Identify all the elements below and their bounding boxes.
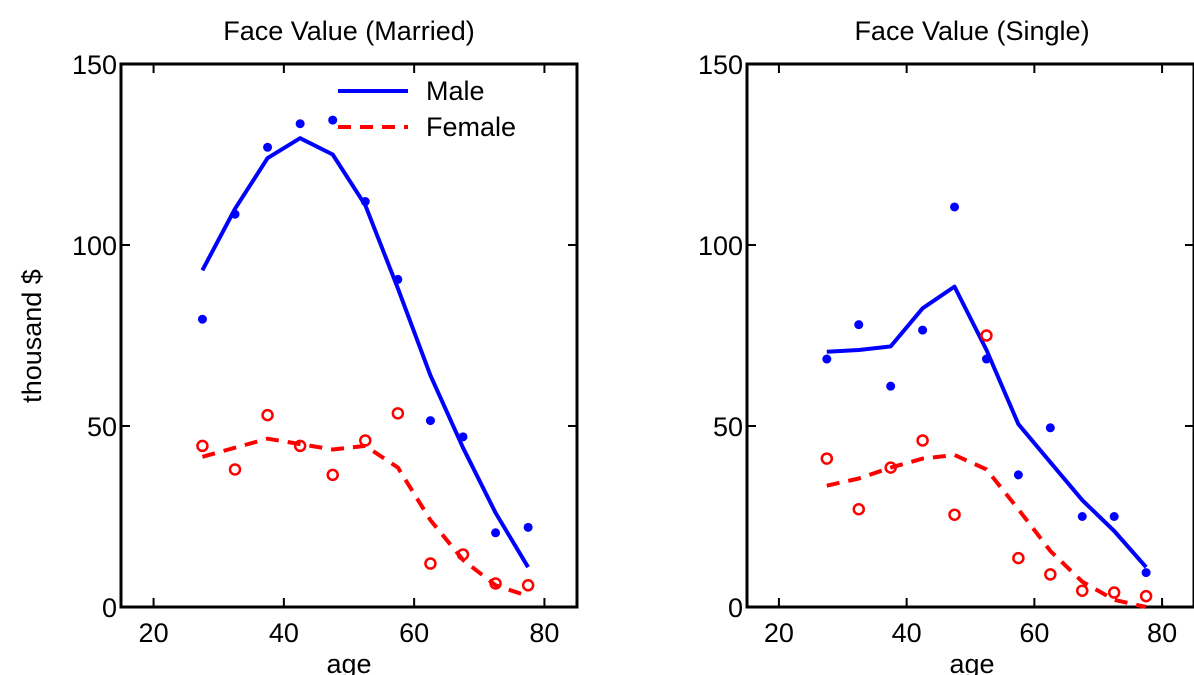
series-a-observed-point [1141, 568, 1151, 578]
series-a-observed-point [918, 325, 928, 335]
y-tick-label: 100 [698, 231, 743, 261]
series-b-fit-line-single [826, 453, 1147, 609]
series-a-observed-point [822, 354, 832, 364]
series-a-observed-point [854, 320, 864, 330]
male-observed-point [263, 142, 273, 152]
x-tick-label: 40 [892, 618, 922, 648]
x-tick-label: 20 [764, 618, 794, 648]
female-observed-point [196, 439, 209, 453]
male-observed-point [393, 274, 403, 284]
series-b-observed-point [820, 452, 834, 465]
female-observed-point [424, 557, 437, 570]
x-tick-label: 60 [1019, 618, 1049, 648]
x-axis-label-married: age [326, 649, 371, 675]
female-observed-point [391, 407, 405, 420]
x-tick-label: 80 [529, 618, 559, 648]
series-b-observed-point [1044, 568, 1057, 581]
male-observed-point [197, 314, 207, 324]
chart-married: Face Value (Married) age thousand $ 20 40… [17, 16, 579, 675]
female-fit-line-married [201, 436, 529, 598]
legend-label-male: Male [426, 76, 485, 106]
male-observed-point [523, 522, 533, 532]
male-observed-point [295, 119, 305, 129]
series-a-fit-line-single [826, 284, 1148, 569]
female-observed-point [521, 579, 535, 592]
x-tick-label: 20 [139, 618, 169, 648]
series-a-observed-point [1045, 423, 1055, 433]
series-b-observed-point [1012, 551, 1025, 565]
male-observed-point [491, 528, 501, 538]
chart-title-married: Face Value (Married) [223, 16, 475, 46]
series-b-observed-point [948, 508, 961, 521]
female-observed-point [456, 548, 470, 561]
series-a-observed-point [1077, 512, 1087, 521]
male-observed-point [458, 432, 468, 442]
series-a-observed-point [1013, 470, 1023, 480]
series-b-observed-point [884, 461, 897, 474]
series-b-observed-point [1107, 586, 1121, 599]
y-axis-label-married: thousand $ [17, 269, 47, 403]
y-tick-label: 150 [72, 50, 117, 80]
y-tick-label: 0 [102, 593, 117, 623]
series-a-observed-point [1109, 512, 1119, 521]
female-observed-point [359, 434, 372, 447]
series-b-observed-point [916, 434, 929, 447]
female-observed-point [228, 463, 242, 476]
chart-single: Face Value (Single) age 20 40 60 80 0 50 100 15… [698, 16, 1194, 675]
female-observed-point [489, 577, 502, 590]
y-tick-label: 150 [698, 50, 743, 80]
series-b-observed-point [852, 503, 865, 516]
legend: Male Female [338, 76, 516, 142]
male-observed-point [360, 197, 370, 207]
series-b-observed-point [1139, 589, 1153, 603]
chart-title-single: Face Value (Single) [854, 16, 1089, 46]
axes-box-single [745, 62, 1194, 609]
legend-label-female: Female [426, 112, 516, 142]
y-tick-label: 100 [72, 231, 117, 261]
x-axis-label-single: age [949, 649, 994, 675]
y-tick-label: 0 [728, 593, 743, 623]
x-tick-label: 60 [399, 618, 429, 648]
series-a-observed-point [886, 381, 896, 391]
x-tick-label: 80 [1147, 618, 1177, 648]
y-tick-label: 50 [87, 412, 117, 442]
female-observed-point [326, 468, 339, 482]
male-observed-point [230, 209, 240, 219]
male-observed-point [328, 115, 338, 125]
y-tick-label: 50 [713, 412, 743, 442]
female-observed-point [293, 439, 307, 453]
series-a-observed-point [950, 202, 960, 212]
female-observed-point [261, 408, 274, 422]
x-tick-label: 40 [269, 618, 299, 648]
series-a-observed-point [981, 354, 991, 364]
axes-box-married [119, 62, 579, 609]
series-b-observed-point [1076, 584, 1089, 597]
series-b-observed-point [980, 329, 993, 342]
male-observed-point [425, 416, 435, 426]
